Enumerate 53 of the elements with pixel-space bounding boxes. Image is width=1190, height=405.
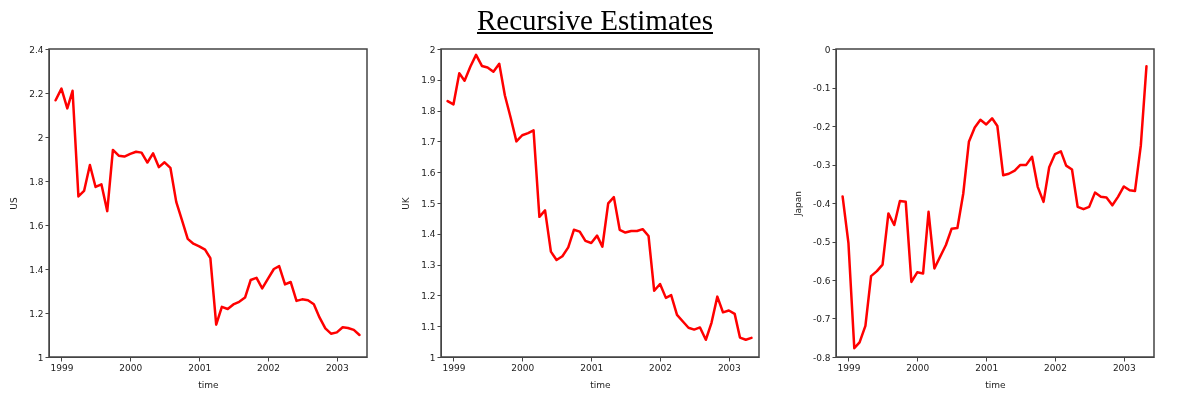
y-tick-label: 1.4: [421, 229, 436, 240]
x-tick-label: 2002: [1044, 362, 1067, 373]
y-tick-label: -0.7: [812, 314, 831, 324]
y-tick-label: -0.3: [812, 160, 831, 170]
y-tick-label: 2: [37, 132, 44, 143]
x-axis-title: time: [198, 379, 220, 390]
x-tick-label: 2000: [511, 362, 535, 373]
y-axis-title: US: [9, 197, 20, 210]
x-tick-label: 2002: [649, 362, 672, 373]
y-tick-label: 1: [37, 352, 44, 363]
y-tick-label: 2.4: [29, 44, 44, 55]
x-tick-label: 2000: [906, 362, 930, 373]
x-tick-label: 2003: [1112, 362, 1136, 373]
y-tick-label: 1.8: [29, 176, 44, 187]
x-tick-label: 1999: [50, 362, 74, 373]
y-tick-label: 1: [429, 352, 436, 363]
y-tick-label: 1.8: [421, 106, 436, 117]
x-tick-label: 2000: [119, 362, 143, 373]
x-tick-label: 2003: [717, 362, 741, 373]
y-tick-label: 2: [429, 44, 436, 55]
x-axis-title: time: [590, 379, 612, 390]
y-axis-title: Japan: [792, 190, 803, 218]
y-tick-label: 1.5: [421, 198, 436, 209]
chart-title: Recursive Estimates: [476, 3, 714, 38]
line-series: [841, 65, 1148, 350]
y-axis-title: UK: [401, 196, 412, 210]
x-tick-label: 2001: [188, 362, 212, 373]
y-tick-label: 1.7: [421, 136, 436, 147]
y-tick-label: 1.2: [421, 290, 436, 301]
y-tick-label: -0.6: [812, 275, 831, 286]
line-series: [446, 53, 753, 341]
x-axis-title: time: [985, 379, 1007, 390]
line-series: [54, 87, 361, 337]
y-tick-label: 1.4: [29, 264, 44, 275]
x-tick-label: 1999: [442, 362, 466, 373]
y-tick-label: -0.4: [812, 198, 831, 209]
y-tick-label: -0.5: [812, 237, 831, 247]
y-tick-label: -0.8: [812, 352, 831, 363]
y-tick-label: 1.6: [421, 167, 436, 178]
y-tick-label: -0.2: [812, 121, 831, 132]
y-tick-label: 1.9: [421, 75, 436, 86]
y-tick-label: 2.2: [29, 88, 44, 99]
x-tick-label: 1999: [837, 362, 861, 373]
y-tick-label: 1.1: [421, 321, 436, 332]
y-tick-label: 1.6: [29, 220, 44, 231]
x-tick-label: 2003: [325, 362, 349, 373]
x-tick-label: 2002: [257, 362, 280, 373]
x-tick-label: 2001: [580, 362, 604, 373]
y-tick-label: 0: [824, 44, 831, 55]
y-tick-label: 1.2: [29, 308, 44, 319]
x-tick-label: 2001: [975, 362, 999, 373]
y-tick-label: 1.3: [421, 260, 436, 271]
y-tick-label: -0.1: [812, 83, 831, 93]
